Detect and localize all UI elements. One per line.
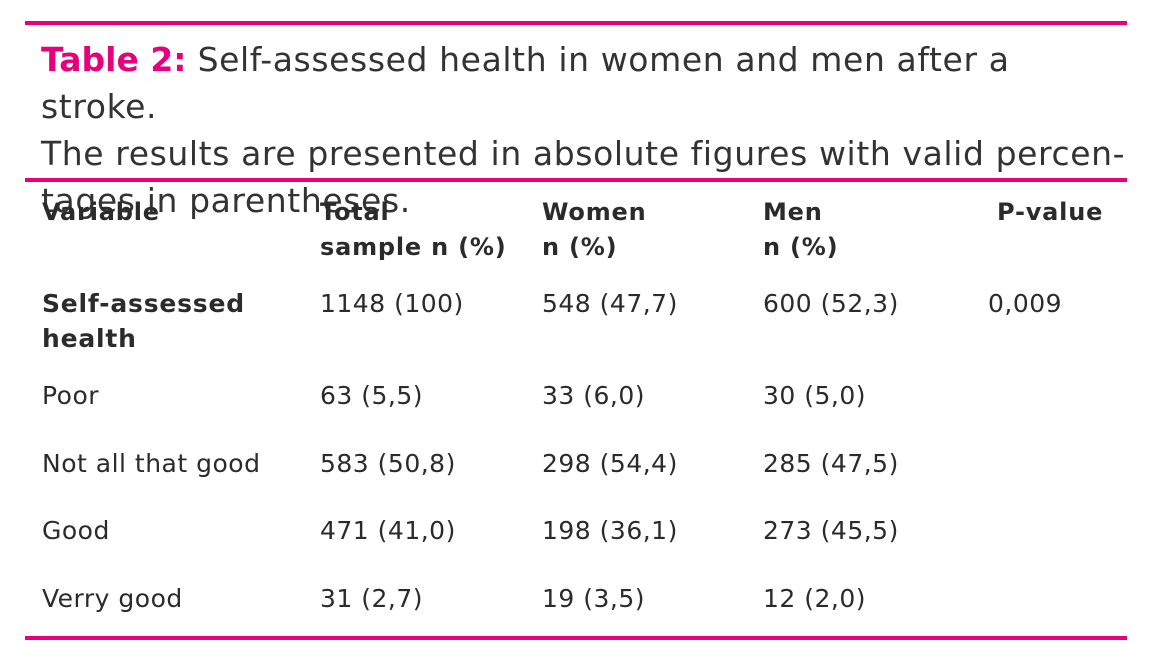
- row-good-women: 198 (36,1): [542, 516, 678, 545]
- summary-total: 1148 (100): [320, 289, 464, 318]
- row-poor-men: 30 (5,0): [763, 381, 867, 410]
- caption-line-3: tages in parentheses.: [41, 181, 411, 220]
- row-verry-good-total: 31 (2,7): [320, 584, 424, 613]
- table-caption: Table 2: Self-assessed health in women a…: [41, 36, 1131, 224]
- summary-variable-line1: Self-assessed: [42, 289, 245, 318]
- row-not-all-that-good-variable: Not all that good: [42, 449, 261, 478]
- column-header-total-line1: Total: [320, 198, 390, 226]
- summary-men: 600 (52,3): [763, 289, 899, 318]
- row-verry-good-men: 12 (2,0): [763, 584, 867, 613]
- row-good-variable: Good: [42, 516, 110, 545]
- row-poor-variable: Poor: [42, 381, 100, 410]
- row-not-all-that-good-men: 285 (47,5): [763, 449, 899, 478]
- column-header-variable: Variable: [42, 198, 160, 226]
- header-rule: [25, 178, 1127, 182]
- bottom-rule: [25, 636, 1127, 640]
- caption-line-1: Table 2: Self-assessed health in women a…: [41, 36, 1131, 130]
- summary-women: 548 (47,7): [542, 289, 678, 318]
- row-good-men: 273 (45,5): [763, 516, 899, 545]
- column-header-men-line1: Men: [763, 198, 823, 226]
- caption-line-2: The results are presented in absolute fi…: [41, 134, 1126, 173]
- column-header-women-line1: Women: [542, 198, 647, 226]
- column-header-pvalue: P-value: [997, 198, 1104, 226]
- column-header-total-line2: sample n (%): [320, 233, 507, 261]
- row-poor-total: 63 (5,5): [320, 381, 424, 410]
- row-good-total: 471 (41,0): [320, 516, 456, 545]
- row-verry-good-variable: Verry good: [42, 584, 183, 613]
- column-header-women-line2: n (%): [542, 233, 618, 261]
- summary-pvalue: 0,009: [988, 289, 1063, 318]
- top-rule: [25, 21, 1127, 25]
- row-not-all-that-good-total: 583 (50,8): [320, 449, 456, 478]
- caption-label: Table 2:: [41, 40, 187, 79]
- row-poor-women: 33 (6,0): [542, 381, 646, 410]
- caption-text-1: Self-assessed health in women and men af…: [41, 40, 1010, 126]
- summary-variable-line2: health: [42, 324, 137, 353]
- row-verry-good-women: 19 (3,5): [542, 584, 646, 613]
- column-header-men-line2: n (%): [763, 233, 839, 261]
- row-not-all-that-good-women: 298 (54,4): [542, 449, 678, 478]
